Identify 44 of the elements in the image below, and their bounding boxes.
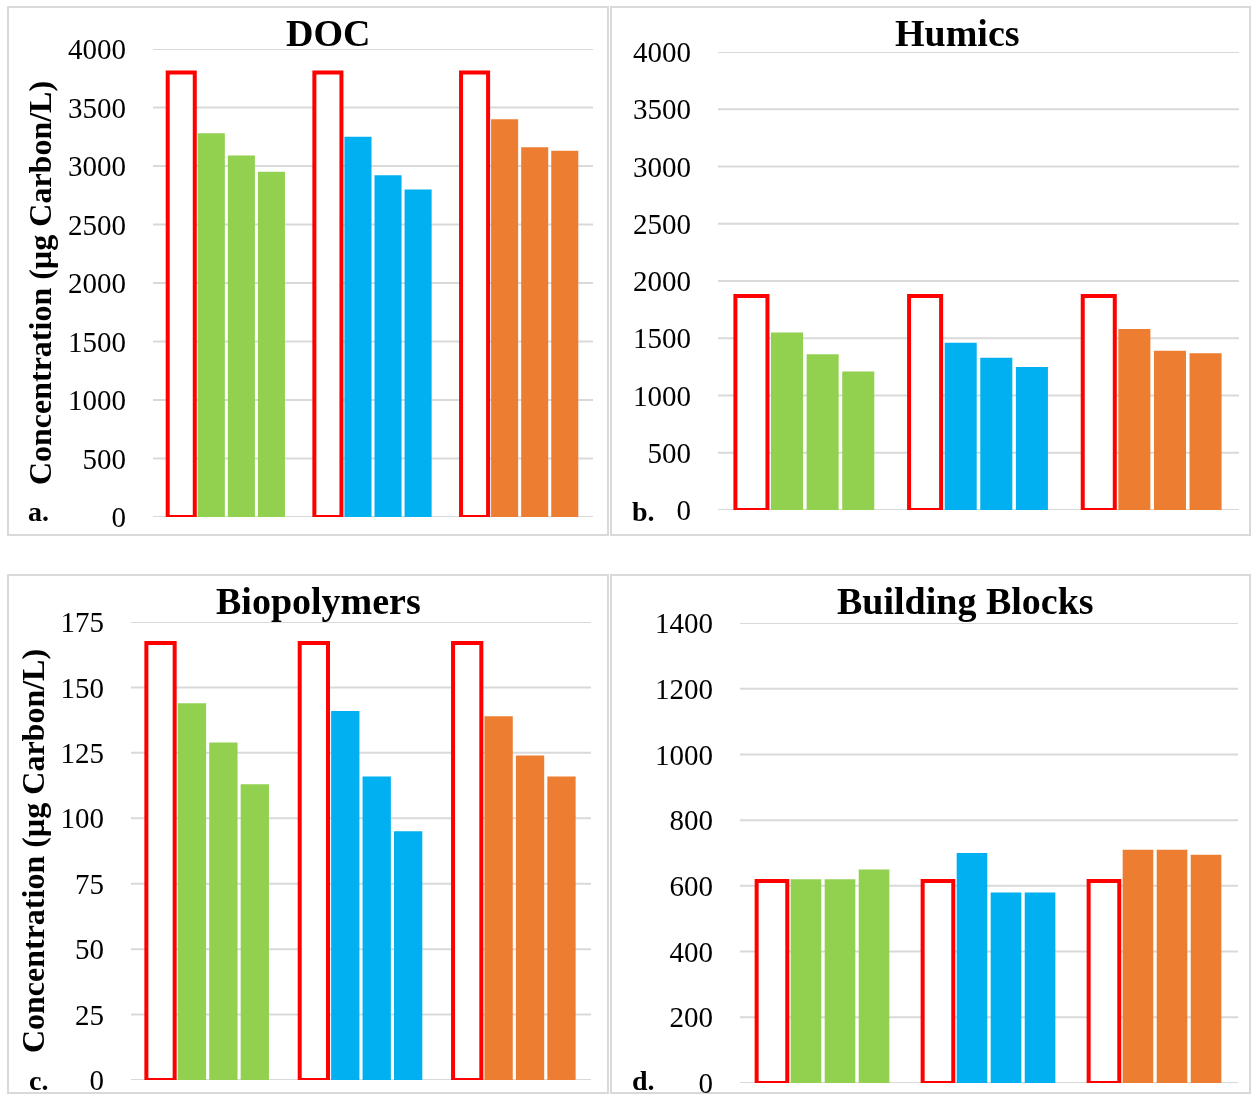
text: c. [29, 1065, 49, 1095]
y-tick-label: 25 [75, 998, 104, 1031]
chart-title: Humics [895, 12, 1020, 54]
y-tick-label: 1000 [68, 384, 126, 417]
y-axis-title: Concentration (µg Carbon/L) [14, 648, 51, 1054]
y-tick-label: 1500 [68, 325, 126, 358]
y-tick-label: 400 [669, 935, 713, 968]
y-tick-label: 1000 [655, 738, 713, 771]
y-tick-label: 0 [698, 1067, 713, 1095]
y-tick-label: 1000 [633, 379, 691, 412]
y-tick-label: 3000 [68, 150, 126, 183]
chart-title: Building Blocks [837, 580, 1094, 622]
y-tick-label: 500 [82, 442, 126, 475]
y-tick-label: 800 [669, 804, 713, 837]
y-tick-label: 1500 [633, 322, 691, 355]
y-tick-label: 0 [676, 494, 691, 527]
y-tick-label: 75 [75, 867, 104, 900]
y-tick-label: 1200 [655, 672, 713, 705]
y-tick-label: 150 [60, 671, 104, 704]
y-tick-label: 50 [75, 933, 104, 966]
chart-title: Biopolymers [216, 580, 421, 622]
text: a. [28, 496, 49, 527]
y-tick-label: 2000 [68, 267, 126, 300]
y-tick-label: 2000 [633, 265, 691, 298]
y-tick-label: 0 [111, 501, 126, 534]
y-tick-label: 175 [60, 606, 104, 639]
y-tick-label: 3500 [633, 93, 691, 126]
y-tick-label: 3500 [68, 91, 126, 124]
y-axis-title: Concentration (µg Carbon/L) [22, 80, 59, 486]
y-tick-label: 4000 [633, 36, 691, 69]
y-tick-label: 600 [669, 870, 713, 903]
y-tick-label: 3000 [633, 150, 691, 183]
text: b. [632, 496, 655, 527]
y-tick-label: 2500 [633, 207, 691, 240]
y-tick-label: 200 [669, 1001, 713, 1034]
y-tick-label: 125 [60, 737, 104, 770]
y-tick-label: 4000 [68, 33, 126, 66]
y-tick-label: 1400 [655, 607, 713, 640]
y-tick-label: 500 [647, 436, 691, 469]
y-tick-label: 0 [89, 1064, 104, 1095]
y-tick-label: 100 [60, 802, 104, 835]
chart-title: DOC [286, 12, 371, 54]
text: d. [632, 1065, 655, 1095]
y-tick-label: 2500 [68, 208, 126, 241]
